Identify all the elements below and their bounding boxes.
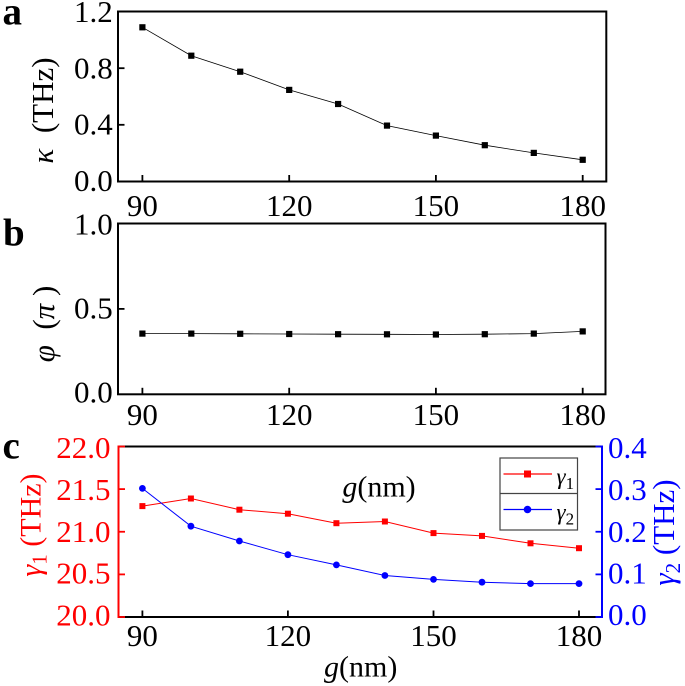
svg-text:1.0: 1.0 — [74, 207, 113, 242]
svg-text:180: 180 — [559, 188, 606, 223]
svg-text:0.0: 0.0 — [74, 163, 113, 198]
svg-text:γ1: γ1 — [557, 464, 575, 493]
svg-text:150: 150 — [413, 188, 460, 223]
svg-text:κ (THz): κ (THz) — [25, 57, 60, 163]
svg-text:90: 90 — [127, 397, 158, 432]
svg-text:20.5: 20.5 — [56, 556, 110, 591]
svg-text:a: a — [3, 0, 23, 34]
svg-text:120: 120 — [265, 618, 312, 653]
svg-text:c: c — [3, 425, 20, 468]
svg-text:150: 150 — [413, 397, 460, 432]
svg-text:22.0: 22.0 — [56, 430, 110, 465]
svg-text:180: 180 — [556, 618, 603, 653]
svg-text:0.1: 0.1 — [608, 556, 647, 591]
svg-text:1.2: 1.2 — [74, 0, 113, 29]
svg-text:γ2: γ2 — [557, 500, 575, 529]
svg-text:20.0: 20.0 — [56, 598, 110, 633]
svg-text:0.2: 0.2 — [608, 514, 647, 549]
svg-text:g(nm): g(nm) — [342, 471, 415, 504]
svg-text:180: 180 — [559, 397, 606, 432]
svg-text:0.0: 0.0 — [74, 375, 113, 410]
svg-text:φ (π ): φ (π ) — [26, 286, 61, 363]
svg-text:0.4: 0.4 — [74, 107, 113, 142]
svg-text:b: b — [3, 212, 25, 255]
svg-text:21.5: 21.5 — [56, 472, 110, 507]
svg-text:0.8: 0.8 — [74, 51, 113, 86]
svg-text:0.0: 0.0 — [608, 597, 647, 632]
svg-text:90: 90 — [127, 188, 158, 223]
svg-text:150: 150 — [410, 618, 457, 653]
svg-text:g(nm): g(nm) — [324, 651, 397, 684]
svg-text:0.4: 0.4 — [608, 430, 647, 465]
svg-text:0.5: 0.5 — [74, 291, 113, 326]
svg-text:120: 120 — [266, 188, 313, 223]
svg-text:21.0: 21.0 — [56, 514, 110, 549]
svg-text:0.3: 0.3 — [608, 472, 647, 507]
svg-text:90: 90 — [127, 618, 158, 653]
svg-text:120: 120 — [266, 397, 313, 432]
